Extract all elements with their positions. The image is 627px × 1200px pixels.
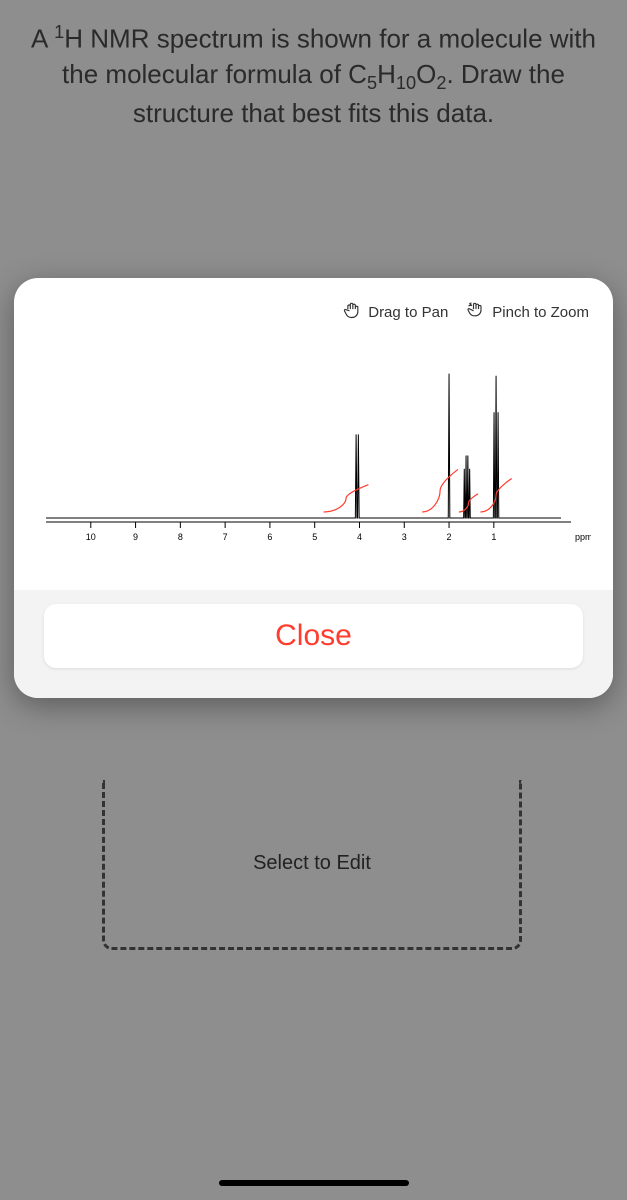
- q-prefix: A: [31, 24, 54, 54]
- hand-open-icon: [342, 300, 362, 324]
- svg-text:9: 9: [133, 532, 138, 542]
- spectrum-container[interactable]: 10 9 8 7 6 5 4 3 2 1 ppm: [14, 332, 613, 590]
- q-sub2: 2: [436, 73, 446, 93]
- q-sup1: 1: [54, 22, 64, 42]
- svg-text:5: 5: [312, 532, 317, 542]
- svg-text:8: 8: [178, 532, 183, 542]
- svg-text:2: 2: [447, 532, 452, 542]
- drag-to-pan-hint: Drag to Pan: [342, 300, 448, 324]
- q-h: H: [377, 59, 396, 89]
- gesture-hints: Drag to Pan Pinch to Zoom: [14, 278, 613, 332]
- close-button[interactable]: Close: [44, 604, 583, 668]
- svg-text:ppm: ppm: [575, 532, 591, 542]
- modal-footer: Close: [14, 590, 613, 698]
- svg-text:10: 10: [86, 532, 96, 542]
- svg-text:4: 4: [357, 532, 362, 542]
- pinch-to-zoom-hint: Pinch to Zoom: [466, 300, 589, 324]
- question-text: A 1H NMR spectrum is shown for a molecul…: [0, 0, 627, 131]
- q-sub10: 10: [396, 73, 416, 93]
- svg-text:3: 3: [402, 532, 407, 542]
- pan-label: Drag to Pan: [368, 304, 448, 321]
- hand-pinch-icon: [466, 300, 486, 324]
- spectrum-modal: Drag to Pan Pinch to Zoom 10 9 8 7 6 5 4 3 2 1 ppm…: [14, 278, 613, 698]
- q-o: O: [416, 59, 436, 89]
- zoom-label: Pinch to Zoom: [492, 304, 589, 321]
- edit-placeholder: Select to Edit: [253, 852, 371, 875]
- q-sub5: 5: [367, 73, 377, 93]
- nmr-spectrum[interactable]: 10 9 8 7 6 5 4 3 2 1 ppm: [36, 360, 591, 550]
- home-indicator[interactable]: [219, 1180, 409, 1186]
- structure-edit-area[interactable]: Select to Edit: [102, 780, 522, 950]
- svg-text:6: 6: [267, 532, 272, 542]
- svg-text:1: 1: [491, 532, 496, 542]
- svg-text:7: 7: [223, 532, 228, 542]
